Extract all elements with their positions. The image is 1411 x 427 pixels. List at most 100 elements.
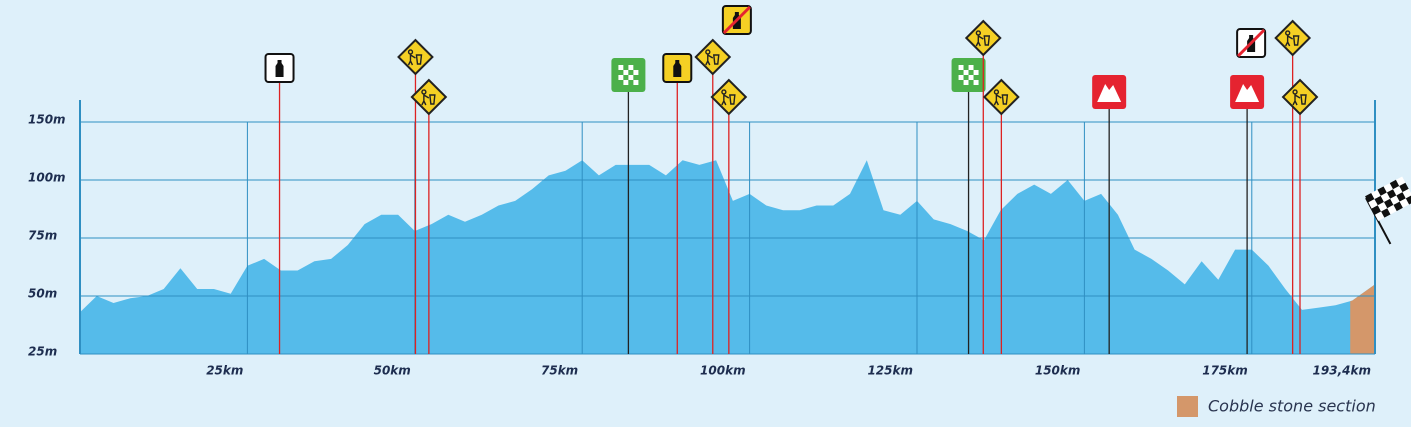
- bottle: [275, 60, 284, 77]
- diamond: [964, 19, 1002, 57]
- check: [628, 80, 634, 85]
- y-tick-label: 25m: [28, 345, 57, 359]
- y-tick-label: 50m: [28, 287, 57, 301]
- litter-figure: [421, 89, 436, 106]
- flag-cell: [1383, 198, 1394, 209]
- elevation-area: [80, 160, 1375, 354]
- flag-cell: [1393, 201, 1403, 212]
- diamond: [397, 38, 434, 76]
- diamond: [410, 78, 448, 116]
- flag-cell: [1380, 192, 1391, 203]
- marker-icon: [951, 58, 986, 92]
- marker-icon: [1274, 19, 1312, 57]
- check: [973, 70, 979, 75]
- check: [968, 65, 974, 70]
- flag-cell: [1386, 189, 1397, 199]
- check: [628, 75, 634, 80]
- flag-cell: [1371, 189, 1381, 200]
- check: [968, 70, 974, 75]
- diamond: [710, 78, 748, 116]
- cobble-section: [1350, 160, 1375, 354]
- flag-cell: [1399, 182, 1409, 193]
- diamond: [694, 38, 732, 76]
- marker-icon: [1236, 28, 1267, 58]
- check: [618, 65, 624, 70]
- flag-cell: [1389, 179, 1400, 190]
- check: [623, 75, 629, 80]
- litter-figure: [721, 89, 736, 106]
- finish-flag: [1365, 176, 1411, 245]
- x-tick-label: 193,4km: [1313, 364, 1371, 378]
- check: [973, 75, 979, 80]
- x-tick-label: 50km: [374, 364, 411, 378]
- flag-cell: [1399, 198, 1410, 208]
- check: [968, 80, 974, 85]
- flag-cell: [1365, 192, 1375, 203]
- check: [623, 80, 629, 85]
- x-tick-label: 25km: [206, 364, 243, 378]
- mountain: [1097, 84, 1122, 102]
- diamond: [982, 78, 1020, 116]
- marker-icon: [662, 53, 693, 83]
- check: [633, 80, 639, 85]
- flag-cell: [1402, 188, 1411, 199]
- flag-cell: [1381, 208, 1391, 218]
- y-tick-label: 150m: [28, 113, 66, 127]
- litter-figure: [975, 30, 991, 47]
- x-tick-label: 75km: [541, 364, 578, 378]
- flag-cell: [1396, 192, 1406, 202]
- flag-cell: [1368, 199, 1378, 209]
- legend-label: Cobble stone section: [1208, 397, 1376, 416]
- marker-icon: [982, 78, 1020, 116]
- x-tick-label: 125km: [867, 364, 913, 378]
- check: [633, 75, 639, 80]
- flag-cell: [1393, 185, 1403, 196]
- cross: [1237, 28, 1266, 58]
- check: [958, 75, 964, 80]
- check: [633, 65, 639, 70]
- litter-figure: [705, 49, 720, 66]
- marker-icon: [611, 58, 646, 92]
- check: [963, 65, 969, 70]
- marker-icon: [721, 5, 752, 35]
- litter-figure: [993, 89, 1009, 106]
- x-tick-label: 100km: [700, 364, 746, 378]
- check: [623, 65, 629, 70]
- flag-cell: [1377, 186, 1387, 196]
- flag-cell: [1387, 204, 1397, 215]
- check: [618, 70, 624, 75]
- cross: [722, 5, 751, 35]
- check: [618, 80, 624, 85]
- bottle: [673, 60, 682, 77]
- flag-cell: [1374, 211, 1385, 221]
- check: [618, 75, 624, 80]
- legend-swatch: [1177, 396, 1198, 417]
- flag-cell: [1374, 195, 1384, 206]
- marker-icon: [694, 38, 732, 76]
- marker-icon: [397, 38, 434, 76]
- y-tick-label: 75m: [28, 229, 57, 243]
- x-tick-label: 175km: [1202, 364, 1248, 378]
- marker-icon: [964, 19, 1002, 57]
- flag-cell: [1395, 176, 1406, 186]
- diamond: [1281, 78, 1319, 116]
- litter-figure: [407, 49, 423, 66]
- flag-cell: [1371, 205, 1382, 215]
- litter-figure: [1285, 30, 1300, 47]
- check: [628, 65, 634, 70]
- check: [633, 70, 639, 75]
- marker-icon: [710, 78, 748, 116]
- check: [973, 80, 979, 85]
- check: [963, 75, 969, 80]
- check: [623, 70, 629, 75]
- diamond: [1274, 19, 1312, 57]
- litter-figure: [1292, 89, 1307, 106]
- check: [963, 80, 969, 85]
- check: [958, 70, 964, 75]
- x-tick-label: 150km: [1035, 364, 1081, 378]
- marker-icon: [1230, 75, 1265, 109]
- flag-cell: [1377, 202, 1388, 212]
- check: [958, 80, 964, 85]
